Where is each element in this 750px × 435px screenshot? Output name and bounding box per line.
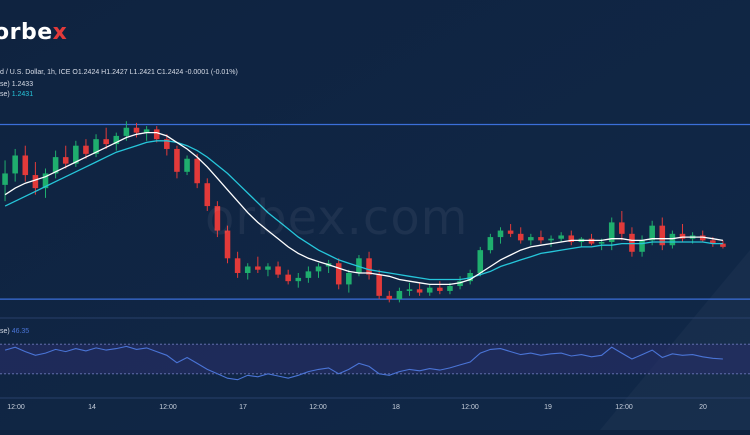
- legend-ma2-value: 1.2431: [11, 91, 34, 98]
- candle-body: [103, 139, 109, 145]
- candle-body: [93, 139, 99, 154]
- candle-body: [113, 135, 120, 145]
- candle-body: [507, 230, 514, 234]
- candle-body: [608, 222, 615, 242]
- candle-body: [194, 158, 200, 184]
- legend-ma1-value: 1.2433: [11, 81, 34, 88]
- x-tick-label: 19: [544, 404, 552, 411]
- legend-symbol-row: d / U.S. Dollar, 1h, ICE O1.2424 H1.2427…: [0, 69, 238, 76]
- rsi-band: [0, 344, 750, 374]
- x-tick-label: 18: [392, 404, 400, 411]
- candle-body: [497, 230, 504, 238]
- candle-body: [669, 233, 676, 246]
- candle-body: [73, 145, 79, 164]
- x-tick-label: 12:00: [159, 404, 177, 411]
- candle-body: [649, 225, 655, 241]
- legend-ma1-label: se): [0, 81, 10, 88]
- candle-body: [437, 287, 443, 291]
- candle-body: [32, 175, 39, 189]
- candle-body: [295, 277, 302, 282]
- candle-body: [174, 148, 180, 172]
- candle-body: [447, 286, 453, 291]
- x-tick-label: 12:00: [309, 404, 327, 411]
- candle-body: [366, 258, 372, 275]
- candle-body: [699, 235, 706, 241]
- candle-body: [386, 295, 393, 300]
- candle-body: [42, 173, 49, 189]
- candle-body: [123, 127, 130, 136]
- candle-body: [416, 289, 423, 293]
- candle-body: [83, 145, 89, 154]
- candle-body: [457, 281, 463, 287]
- candle-body: [335, 263, 342, 285]
- candle-body: [629, 233, 635, 252]
- candle-body: [244, 266, 251, 273]
- candle-body: [184, 158, 190, 172]
- candle-body: [2, 173, 8, 185]
- candle-body: [659, 225, 666, 246]
- ma-slow-line: [4, 140, 723, 281]
- orbex-logo: orbex: [0, 20, 68, 45]
- candle-body: [517, 233, 524, 241]
- candle-body: [305, 271, 312, 278]
- watermark: orbex.com: [205, 190, 469, 246]
- candle-body: [285, 274, 291, 282]
- ma-fast-line: [4, 131, 724, 286]
- candle-body: [22, 155, 29, 176]
- candle-body: [426, 287, 433, 293]
- candle-body: [548, 238, 554, 241]
- candle-body: [214, 206, 221, 231]
- candle-body: [538, 237, 544, 241]
- candle-body: [528, 237, 534, 241]
- candle-body: [376, 274, 382, 296]
- candle-body: [133, 127, 140, 133]
- candle-body: [164, 139, 170, 149]
- candle-body: [204, 183, 211, 207]
- candle-body: [315, 266, 322, 272]
- legend-rsi-row: se) 46.35: [0, 328, 29, 335]
- legend-symbol: d / U.S. Dollar, 1h, ICE: [0, 69, 71, 76]
- legend-rsi-label: se): [0, 328, 10, 335]
- candle-body: [346, 272, 352, 285]
- candle-body: [62, 157, 69, 164]
- legend-ohlc: O1.2424 H1.2427 L1.2421 C1.2424 -0.0001 …: [72, 69, 238, 76]
- x-tick-label: 12:00: [461, 404, 479, 411]
- x-tick-label: 20: [699, 404, 707, 411]
- x-tick-label: 12:00: [7, 404, 25, 411]
- legend-ma2-label: se): [0, 91, 10, 98]
- candle-body: [619, 222, 625, 234]
- candle-body: [52, 157, 59, 174]
- legend-rsi-value: 46.35: [11, 328, 30, 335]
- x-tick-label: 12:00: [615, 404, 633, 411]
- candle-body: [143, 129, 150, 133]
- legend-ma1-row: se) 1.2433: [0, 81, 33, 88]
- candle-body: [710, 240, 716, 244]
- x-tick-label: 14: [88, 404, 96, 411]
- legend-ma2-row: se) 1.2431: [0, 91, 33, 98]
- x-tick-label: 17: [239, 404, 247, 411]
- candle-body: [720, 243, 726, 247]
- candle-body: [396, 290, 403, 300]
- candle-body: [406, 289, 413, 291]
- candle-body: [234, 258, 241, 273]
- candle-body: [224, 230, 231, 259]
- candle-body: [12, 155, 18, 174]
- candle-body: [255, 266, 261, 270]
- candle-body: [477, 250, 484, 273]
- candle-body: [568, 235, 575, 242]
- candle-body: [487, 237, 494, 251]
- candle-body: [153, 129, 160, 140]
- candle-body: [598, 241, 605, 244]
- candle-body: [639, 240, 645, 252]
- candle-body: [356, 258, 362, 273]
- candle-body: [275, 266, 281, 275]
- rsi-line: [4, 345, 723, 381]
- candle-body: [588, 238, 595, 244]
- candle-body: [467, 272, 473, 282]
- candle-body: [558, 235, 564, 239]
- candle-body: [265, 266, 271, 270]
- candle-body: [679, 233, 686, 239]
